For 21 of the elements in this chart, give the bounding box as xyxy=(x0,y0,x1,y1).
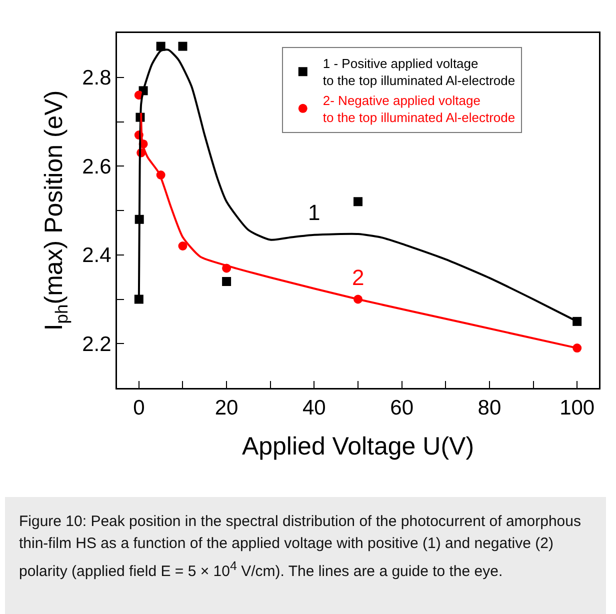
caption: Figure 10: Peak position in the spectral distribution of the photocurrent of amorphous thin-film HS as a function of the applied voltage with positive (1) and negative (2) polarity (applied field E = 5 × 10$^{4}$ V/cm). The lines are a guide to the eye. xyxy=(5,497,606,614)
point xyxy=(222,277,232,286)
y-tick-label: 2.2 xyxy=(82,332,112,356)
legend-label: 2- Negative applied voltage to the top illuminated Al-electrode xyxy=(322,93,516,125)
x-tick-label: 40 xyxy=(302,396,326,420)
x-tick-label: 0 xyxy=(133,396,145,420)
point xyxy=(178,42,188,51)
point xyxy=(134,294,144,304)
y-tick-label: 2.6 xyxy=(82,155,112,178)
x-tick-label: 20 xyxy=(214,396,238,420)
legend-label: 1 - Positive applied voltage to the top illuminated Al-electrode xyxy=(322,56,516,88)
x-tick-label: 60 xyxy=(390,396,414,420)
x-axis-title: Applied Voltage U(V) xyxy=(242,432,474,460)
x-tick-label: 100 xyxy=(560,396,595,420)
x-tick-label: 80 xyxy=(478,396,502,420)
annotation: 1 xyxy=(308,200,320,225)
annotation: 2 xyxy=(352,265,364,290)
y-tick-label: 2.8 xyxy=(82,66,112,90)
y-tick-label: 2.4 xyxy=(82,244,112,268)
point xyxy=(354,197,362,206)
point xyxy=(178,242,188,250)
